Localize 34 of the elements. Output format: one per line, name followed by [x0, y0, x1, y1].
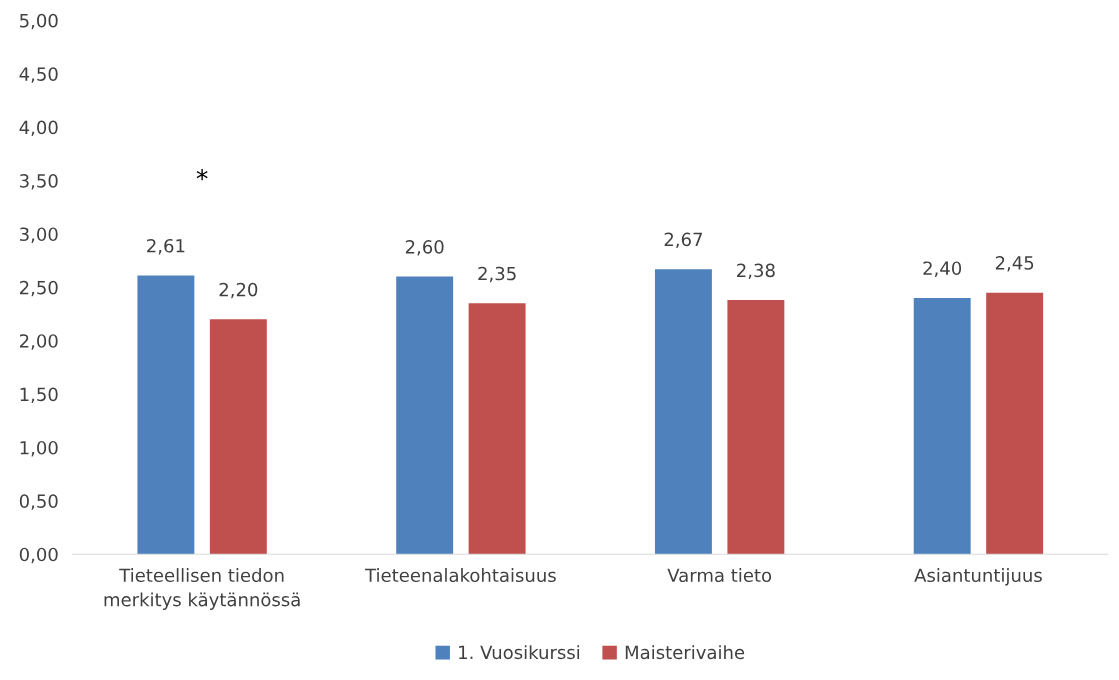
y-tick-label: 2,50 [19, 280, 58, 297]
bar [727, 300, 785, 555]
legend-label: 1. Vuosikurssi [459, 645, 580, 660]
y-tick-label: 5,00 [20, 13, 58, 30]
bar [986, 292, 1044, 555]
y-tick-label: 4,00 [19, 120, 58, 137]
y-tick-label: 3,00 [20, 227, 58, 243]
bar [396, 276, 454, 555]
y-tick-label: 0,00 [19, 547, 58, 564]
data-label: 2,38 [737, 263, 775, 280]
data-label: 2,40 [923, 261, 962, 277]
annotation: * [196, 168, 208, 181]
legend-label: Maisterivaihe [625, 645, 745, 660]
data-label: 2,67 [664, 232, 702, 249]
bar [468, 303, 526, 555]
data-label: 2,60 [405, 240, 444, 256]
bar [654, 269, 712, 555]
data-label: 2,61 [147, 238, 185, 255]
data-label: 2,20 [219, 282, 258, 299]
x-tick-label: Tieteenalakohtaisuus [365, 568, 556, 583]
data-label: 2,35 [478, 266, 516, 283]
y-tick-label: 3,50 [20, 174, 58, 190]
y-tick-label: 4,50 [19, 67, 58, 83]
y-tick-label: 2,00 [19, 334, 58, 350]
y-tick-label: 0,50 [19, 494, 58, 510]
x-tick-label: Asiantuntijuus [914, 568, 1042, 586]
data-label: 2,45 [995, 256, 1034, 272]
y-tick-label: 1,00 [20, 440, 58, 457]
x-tick-label: Varma tieto [667, 568, 772, 583]
bar [137, 275, 195, 555]
bar [209, 319, 267, 555]
y-tick-label: 1,50 [20, 387, 58, 404]
x-tick-label: Tieteellisen tiedon merkitys käytännössä [104, 568, 300, 610]
bar [913, 297, 971, 555]
